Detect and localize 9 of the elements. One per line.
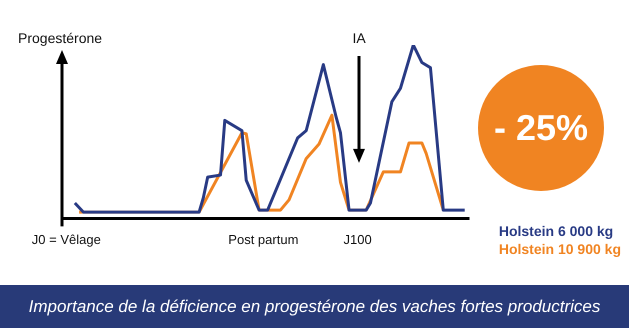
text: Holstein 10 900 kg <box>498 240 621 258</box>
y-axis-title: Progestérone <box>18 30 102 46</box>
x-tick-label: Post partum <box>228 232 298 247</box>
text: Importance de la déficience en progestérone des vaches fortes productrices <box>28 297 602 317</box>
annotation: IA <box>351 30 367 46</box>
text: - 25% <box>492 107 590 149</box>
text: Holstein 6 000 kg <box>498 222 614 240</box>
x-tick-label: J100 <box>344 232 372 247</box>
x-tick-label: J0 = Vêlage <box>32 232 101 247</box>
